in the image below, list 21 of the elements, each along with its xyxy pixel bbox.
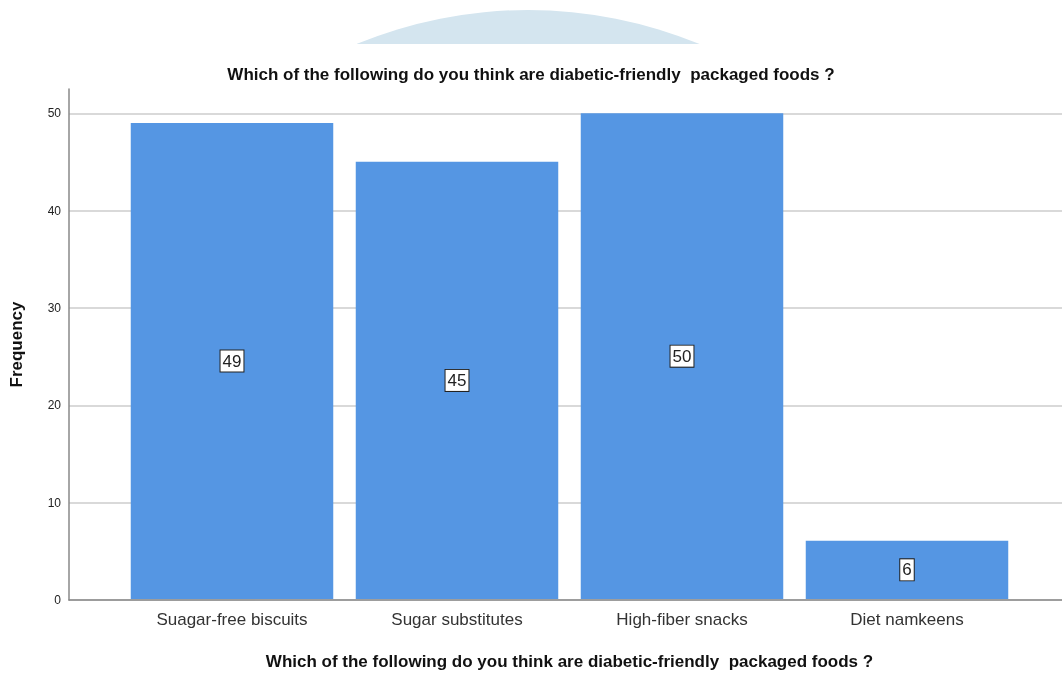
- bar: [805, 540, 1009, 599]
- x-tick-label: Suagar-free biscuits: [156, 610, 308, 629]
- bar: [130, 123, 334, 599]
- y-tick-label: 10: [47, 495, 62, 510]
- data-label: 50: [672, 346, 692, 366]
- y-tick-label: 50: [47, 106, 62, 121]
- y-tick-label: 40: [47, 203, 62, 218]
- x-axis-title: Which of the following do you think are diabetic-friendly packaged foods ?: [265, 652, 874, 671]
- data-label: 45: [447, 370, 467, 390]
- bar: [580, 113, 784, 599]
- chart-title: Which of the following do you think are diabetic-friendly packaged foods ?: [227, 65, 835, 84]
- y-axis-title: Frequency: [7, 300, 26, 388]
- data-label: 6: [902, 560, 912, 580]
- x-tick-label: Sugar substitutes: [391, 610, 523, 629]
- bar: [355, 161, 559, 599]
- y-tick-label: 0: [54, 593, 62, 607]
- x-tick-label: Diet namkeens: [850, 610, 964, 629]
- y-tick-label: 30: [47, 301, 62, 315]
- data-label: 49: [222, 351, 242, 371]
- y-tick-label: 20: [47, 398, 62, 413]
- x-tick-label: High-fiber snacks: [616, 610, 748, 629]
